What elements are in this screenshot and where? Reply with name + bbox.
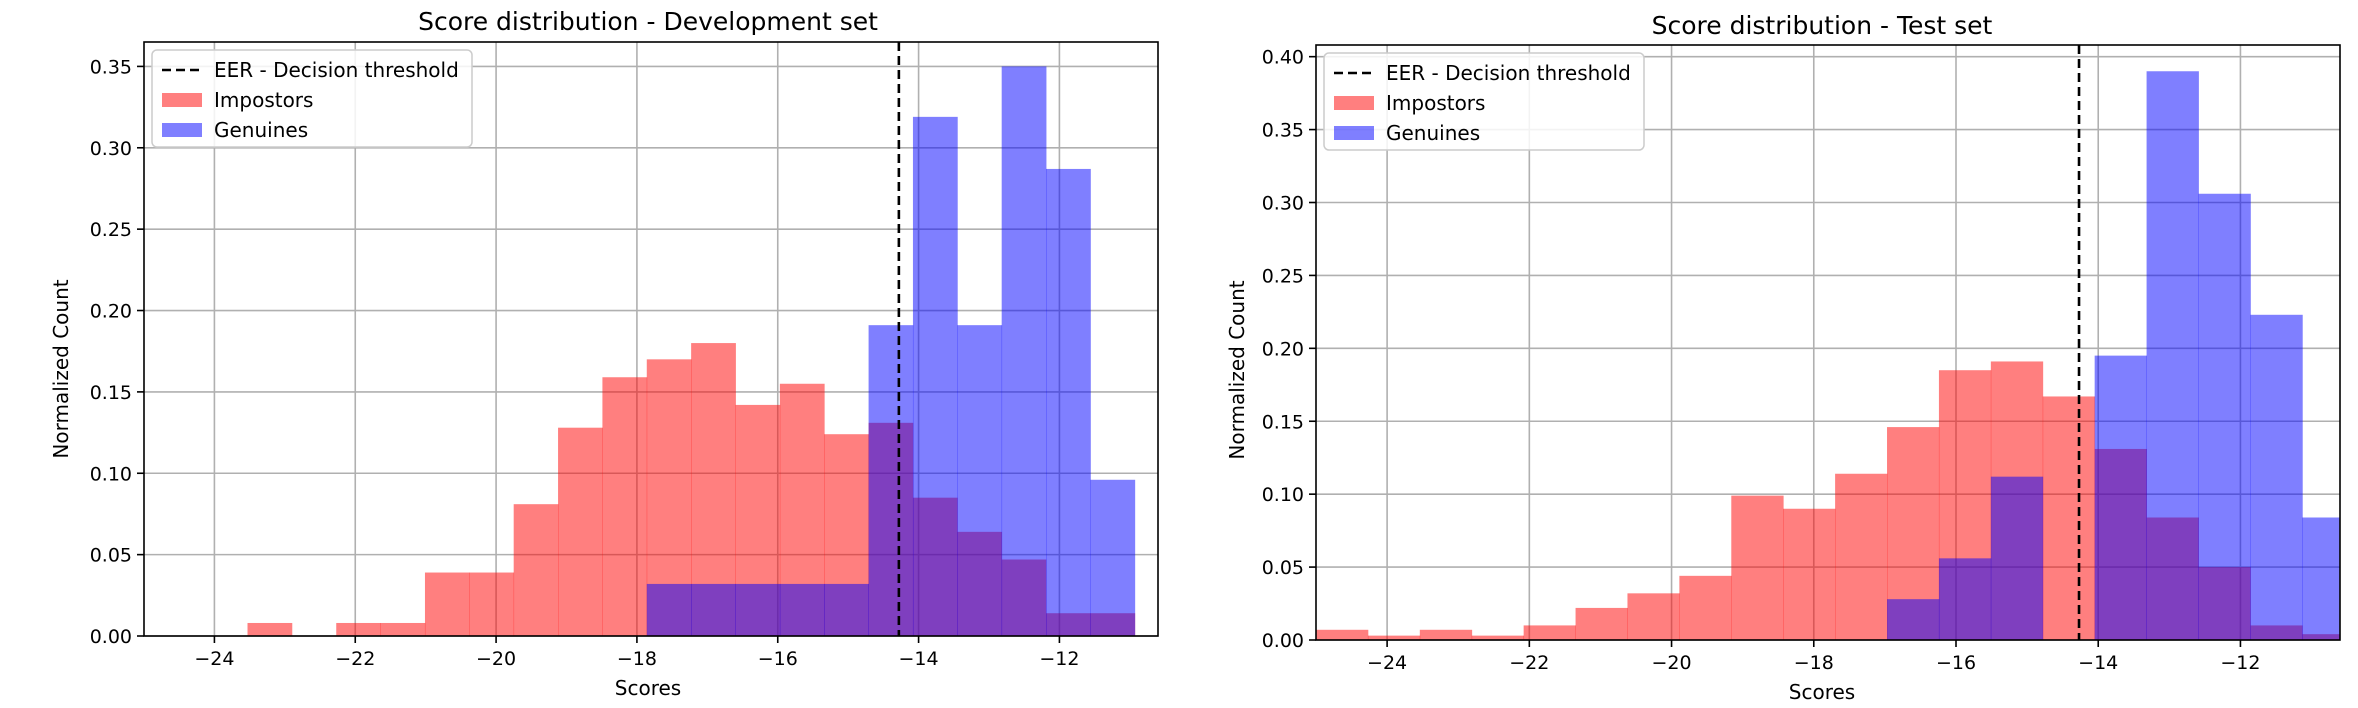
x-tick-label: −24 [194,648,234,670]
impostors-bar [1835,473,1888,640]
genuines-bar [691,583,736,636]
genuines-bar [1990,476,2044,640]
genuines-bar [735,583,781,636]
genuines-bar [1938,558,1992,640]
y-tick-label: 0.10 [1262,484,1304,506]
genuines-bar [1046,168,1091,636]
y-tick-label: 0.20 [90,301,132,323]
x-tick-label: −12 [1039,648,1079,670]
y-tick-label: 0.05 [1262,557,1304,579]
genuines-bar [868,325,914,636]
impostors-bar [380,622,426,636]
y-tick-label: 0.10 [90,463,132,485]
legend-label: Impostors [1386,91,1485,115]
genuines-series [1887,71,2341,640]
genuines-bar [779,583,825,636]
y-tick-label: 0.30 [1262,193,1304,215]
y-axis-label: Normalized Count [1225,280,1249,459]
impostors-bar [1783,508,1836,640]
impostors-bar [247,622,293,636]
legend-label: Impostors [214,88,313,112]
chart-title: Score distribution - Test set [1652,11,1993,40]
legend-swatch [1334,96,1374,110]
impostors-bar [1367,635,1421,640]
axes-frame [143,41,1159,637]
legend-label: EER - Decision threshold [1386,61,1631,85]
legend-label: EER - Decision threshold [214,58,459,82]
impostors-bar [1679,575,1732,640]
impostors-bar [336,622,381,636]
genuines-bar [957,325,1003,636]
legend-label: Genuines [1386,121,1480,145]
genuines-bar [2198,193,2251,640]
y-tick-label: 0.15 [90,382,132,404]
x-tick-label: −14 [2078,652,2118,674]
genuines-bar [824,583,869,636]
impostors-bar [1419,629,1473,640]
x-tick-label: −16 [1936,652,1976,674]
impostors-bar [469,572,515,636]
genuines-bar [1090,479,1136,636]
x-axis-label: Scores [1789,680,1855,704]
x-tick-label: −18 [1794,652,1834,674]
y-tick-label: 0.00 [90,626,132,648]
legend: EER - Decision threshold Impostors Genuine… [151,49,473,148]
genuines-bar [1001,66,1047,637]
impostors-bar [513,504,559,636]
impostors-bar [1523,625,1576,640]
y-tick-label: 0.15 [1262,411,1304,433]
impostors-bar [1627,593,1680,640]
y-tick-label: 0.25 [90,219,132,241]
y-axis-label: Normalized Count [49,279,73,458]
legend-box [151,49,473,148]
x-tick-label: −16 [758,648,798,670]
x-tick-label: −18 [617,648,657,670]
y-tick-label: 0.35 [90,56,132,78]
x-tick-label: −14 [899,648,939,670]
genuines-bar [912,116,958,636]
y-tick-label: 0.20 [1262,338,1304,360]
impostors-bar [1575,607,1628,640]
x-tick-label: −24 [1367,652,1407,674]
legend-label: Genuines [214,118,308,142]
x-tick-label: −20 [476,648,516,670]
y-tick-label: 0.30 [90,138,132,160]
genuines-bar [2146,71,2199,640]
legend: EER - Decision threshold Impostors Genuine… [1323,52,1645,151]
impostors-bar [602,377,648,636]
x-tick-label: −22 [1509,652,1549,674]
legend-box [1323,52,1645,151]
impostors-bar [1731,495,1784,640]
genuines-bar [2302,517,2341,640]
impostors-bar [1471,635,1525,640]
legend-swatch [162,93,202,107]
y-tick-label: 0.35 [1262,120,1304,142]
genuines-bar [1887,599,1940,640]
genuines-bar [646,583,692,636]
x-tick-label: −20 [1652,652,1692,674]
legend-swatch [1334,126,1374,140]
axes-frame [1315,44,2341,641]
y-tick-label: 0.25 [1262,265,1304,287]
test-set-chart: Score distribution - Test set Scores Nor… [1225,11,2341,704]
x-tick-label: −22 [335,648,375,670]
impostors-bar [2042,396,2096,640]
y-tick-label: 0.05 [90,545,132,567]
genuines-series [646,66,1136,637]
y-tick-label: 0.40 [1262,47,1304,69]
impostors-bar [424,572,470,636]
genuines-bar [2250,314,2303,640]
impostors-bar [1316,629,1369,640]
development-set-chart: Score distribution - Development set Sco… [49,7,1159,700]
y-tick-label: 0.00 [1262,630,1304,652]
x-axis-label: Scores [615,676,681,700]
impostors-bar [558,427,603,636]
chart-title: Score distribution - Development set [418,7,878,36]
x-tick-label: −12 [2220,652,2260,674]
genuines-bar [2094,355,2147,640]
legend-swatch [162,123,202,137]
